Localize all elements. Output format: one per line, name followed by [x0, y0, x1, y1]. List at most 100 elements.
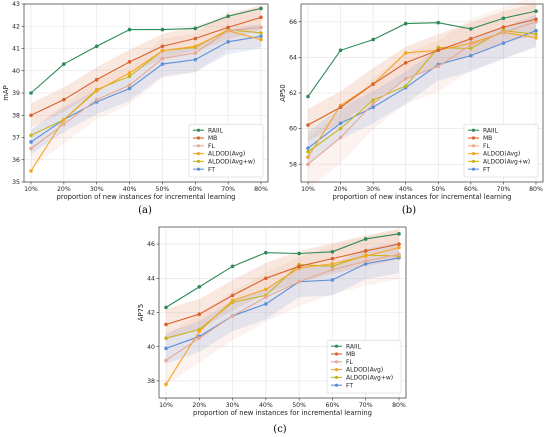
y-axis-label: AP75 [137, 304, 145, 321]
data-point [397, 242, 401, 246]
legend-marker [334, 344, 339, 348]
data-point [534, 32, 538, 37]
series-line-ft [30, 35, 262, 143]
series-line-fl [30, 26, 262, 150]
x-tick-label: 10% [301, 186, 315, 193]
legend-label: MB [483, 135, 492, 142]
data-point [469, 46, 473, 51]
band-ft [166, 242, 399, 364]
data-point [226, 40, 230, 44]
data-point [193, 36, 198, 41]
legend-marker [334, 360, 339, 364]
data-point [297, 264, 301, 269]
data-point [29, 133, 33, 138]
data-point [259, 25, 263, 30]
data-point [127, 86, 132, 91]
data-point [371, 101, 375, 106]
series-line-ft [307, 30, 537, 149]
data-point [230, 314, 235, 318]
data-point [259, 34, 263, 39]
data-point [160, 62, 165, 66]
x-tick-label: 60% [188, 186, 202, 193]
figure-caption: (c) [273, 424, 287, 435]
data-point [197, 285, 202, 289]
y-tick-label: 62 [289, 90, 297, 97]
legend-label: RAIIL [346, 343, 362, 350]
data-point [226, 14, 230, 19]
data-point [127, 27, 132, 32]
data-point [469, 36, 473, 41]
series-line-mb [30, 16, 262, 116]
data-point [338, 105, 343, 110]
data-point [127, 71, 132, 75]
data-point [501, 16, 506, 21]
data-point [29, 169, 33, 173]
data-point [306, 123, 310, 127]
data-point [330, 249, 335, 254]
data-point [164, 336, 168, 340]
series-line-aldod-avg [30, 30, 262, 172]
legend-marker [334, 368, 339, 372]
series-line-fl [165, 253, 400, 361]
band-fl [166, 229, 399, 386]
legend-label: MB [208, 135, 217, 142]
data-point [330, 264, 335, 269]
series-mb [29, 15, 263, 118]
data-point [230, 293, 235, 298]
series-line-raiil [165, 233, 400, 308]
x-axis-label: proportion of new instances for incremen… [57, 193, 236, 201]
data-point [160, 56, 165, 61]
x-tick-label: 10% [24, 186, 38, 193]
data-point [62, 117, 66, 122]
legend-box [463, 123, 539, 178]
legend-label: FL [483, 143, 490, 150]
legend-marker [471, 144, 476, 148]
legend-marker [471, 136, 476, 140]
data-point [160, 44, 165, 49]
series-raiil [306, 9, 538, 99]
data-point [297, 251, 301, 256]
data-point [306, 162, 310, 166]
data-point [330, 256, 335, 261]
y-tick-label: 66 [289, 19, 297, 26]
data-point [94, 77, 99, 82]
data-point [264, 295, 268, 299]
data-point [193, 57, 198, 62]
series-raiil [164, 232, 401, 310]
x-tick-label: 80% [529, 186, 543, 193]
y-tick-label: 58 [289, 161, 297, 168]
x-tick-label: 60% [326, 402, 340, 409]
data-point [363, 254, 368, 258]
x-tick-label: 50% [292, 402, 306, 409]
series-line-raiil [307, 10, 537, 97]
data-point [338, 126, 343, 131]
data-point [94, 97, 99, 102]
data-point [534, 17, 538, 21]
y-tick-label: 64 [289, 55, 297, 62]
x-tick-label: 20% [334, 186, 348, 193]
data-point [226, 28, 230, 33]
data-point [94, 88, 99, 93]
legend-marker [471, 159, 476, 163]
data-point [363, 249, 368, 253]
data-point [193, 44, 198, 49]
y-tick-label: 41 [12, 46, 20, 53]
data-point [264, 250, 268, 255]
series-line-mb [165, 243, 400, 325]
x-tick-label: 40% [123, 186, 137, 193]
legend-box [188, 123, 264, 178]
x-tick-label: 80% [254, 186, 268, 193]
data-point [403, 60, 408, 65]
y-tick-label: 42 [147, 310, 155, 317]
x-tick-label: 30% [226, 402, 240, 409]
legend-marker [334, 383, 339, 387]
x-tick-label: 20% [57, 186, 71, 193]
legend-marker [196, 152, 201, 156]
series-aldod-avg-w [306, 28, 538, 154]
data-point [164, 322, 168, 327]
y-tick-label: 40 [147, 344, 155, 351]
x-tick-label: 80% [392, 402, 406, 409]
series-line-mb [307, 18, 537, 126]
